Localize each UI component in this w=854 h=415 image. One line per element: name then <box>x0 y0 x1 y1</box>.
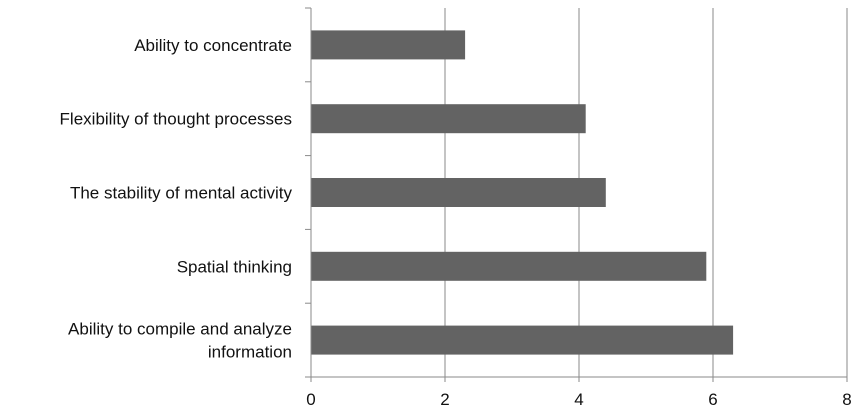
category-label-1: Flexibility of thought processes <box>60 110 292 129</box>
x-tick-label-6: 6 <box>708 390 717 409</box>
category-label-4-line-0: Ability to compile and analyze <box>68 320 292 339</box>
category-label-4-line-1: information <box>208 343 292 362</box>
category-label-3: Spatial thinking <box>177 257 292 276</box>
bar-3 <box>311 251 707 281</box>
x-tick-label-4: 4 <box>574 390 583 409</box>
bar-4 <box>311 325 734 355</box>
bars <box>311 30 734 355</box>
category-label-0: Ability to concentrate <box>134 36 292 55</box>
category-label-2: The stability of mental activity <box>70 184 293 203</box>
x-tick-label-2: 2 <box>440 390 449 409</box>
axes <box>305 7 848 382</box>
bar-2 <box>311 178 606 207</box>
x-tick-label-8: 8 <box>842 390 851 409</box>
bar-1 <box>311 104 586 134</box>
x-tick-label-0: 0 <box>306 390 315 409</box>
bar-0 <box>311 30 466 60</box>
labels: 0 2 4 6 8 Ability to concentrate Flexibility o… <box>60 36 852 409</box>
